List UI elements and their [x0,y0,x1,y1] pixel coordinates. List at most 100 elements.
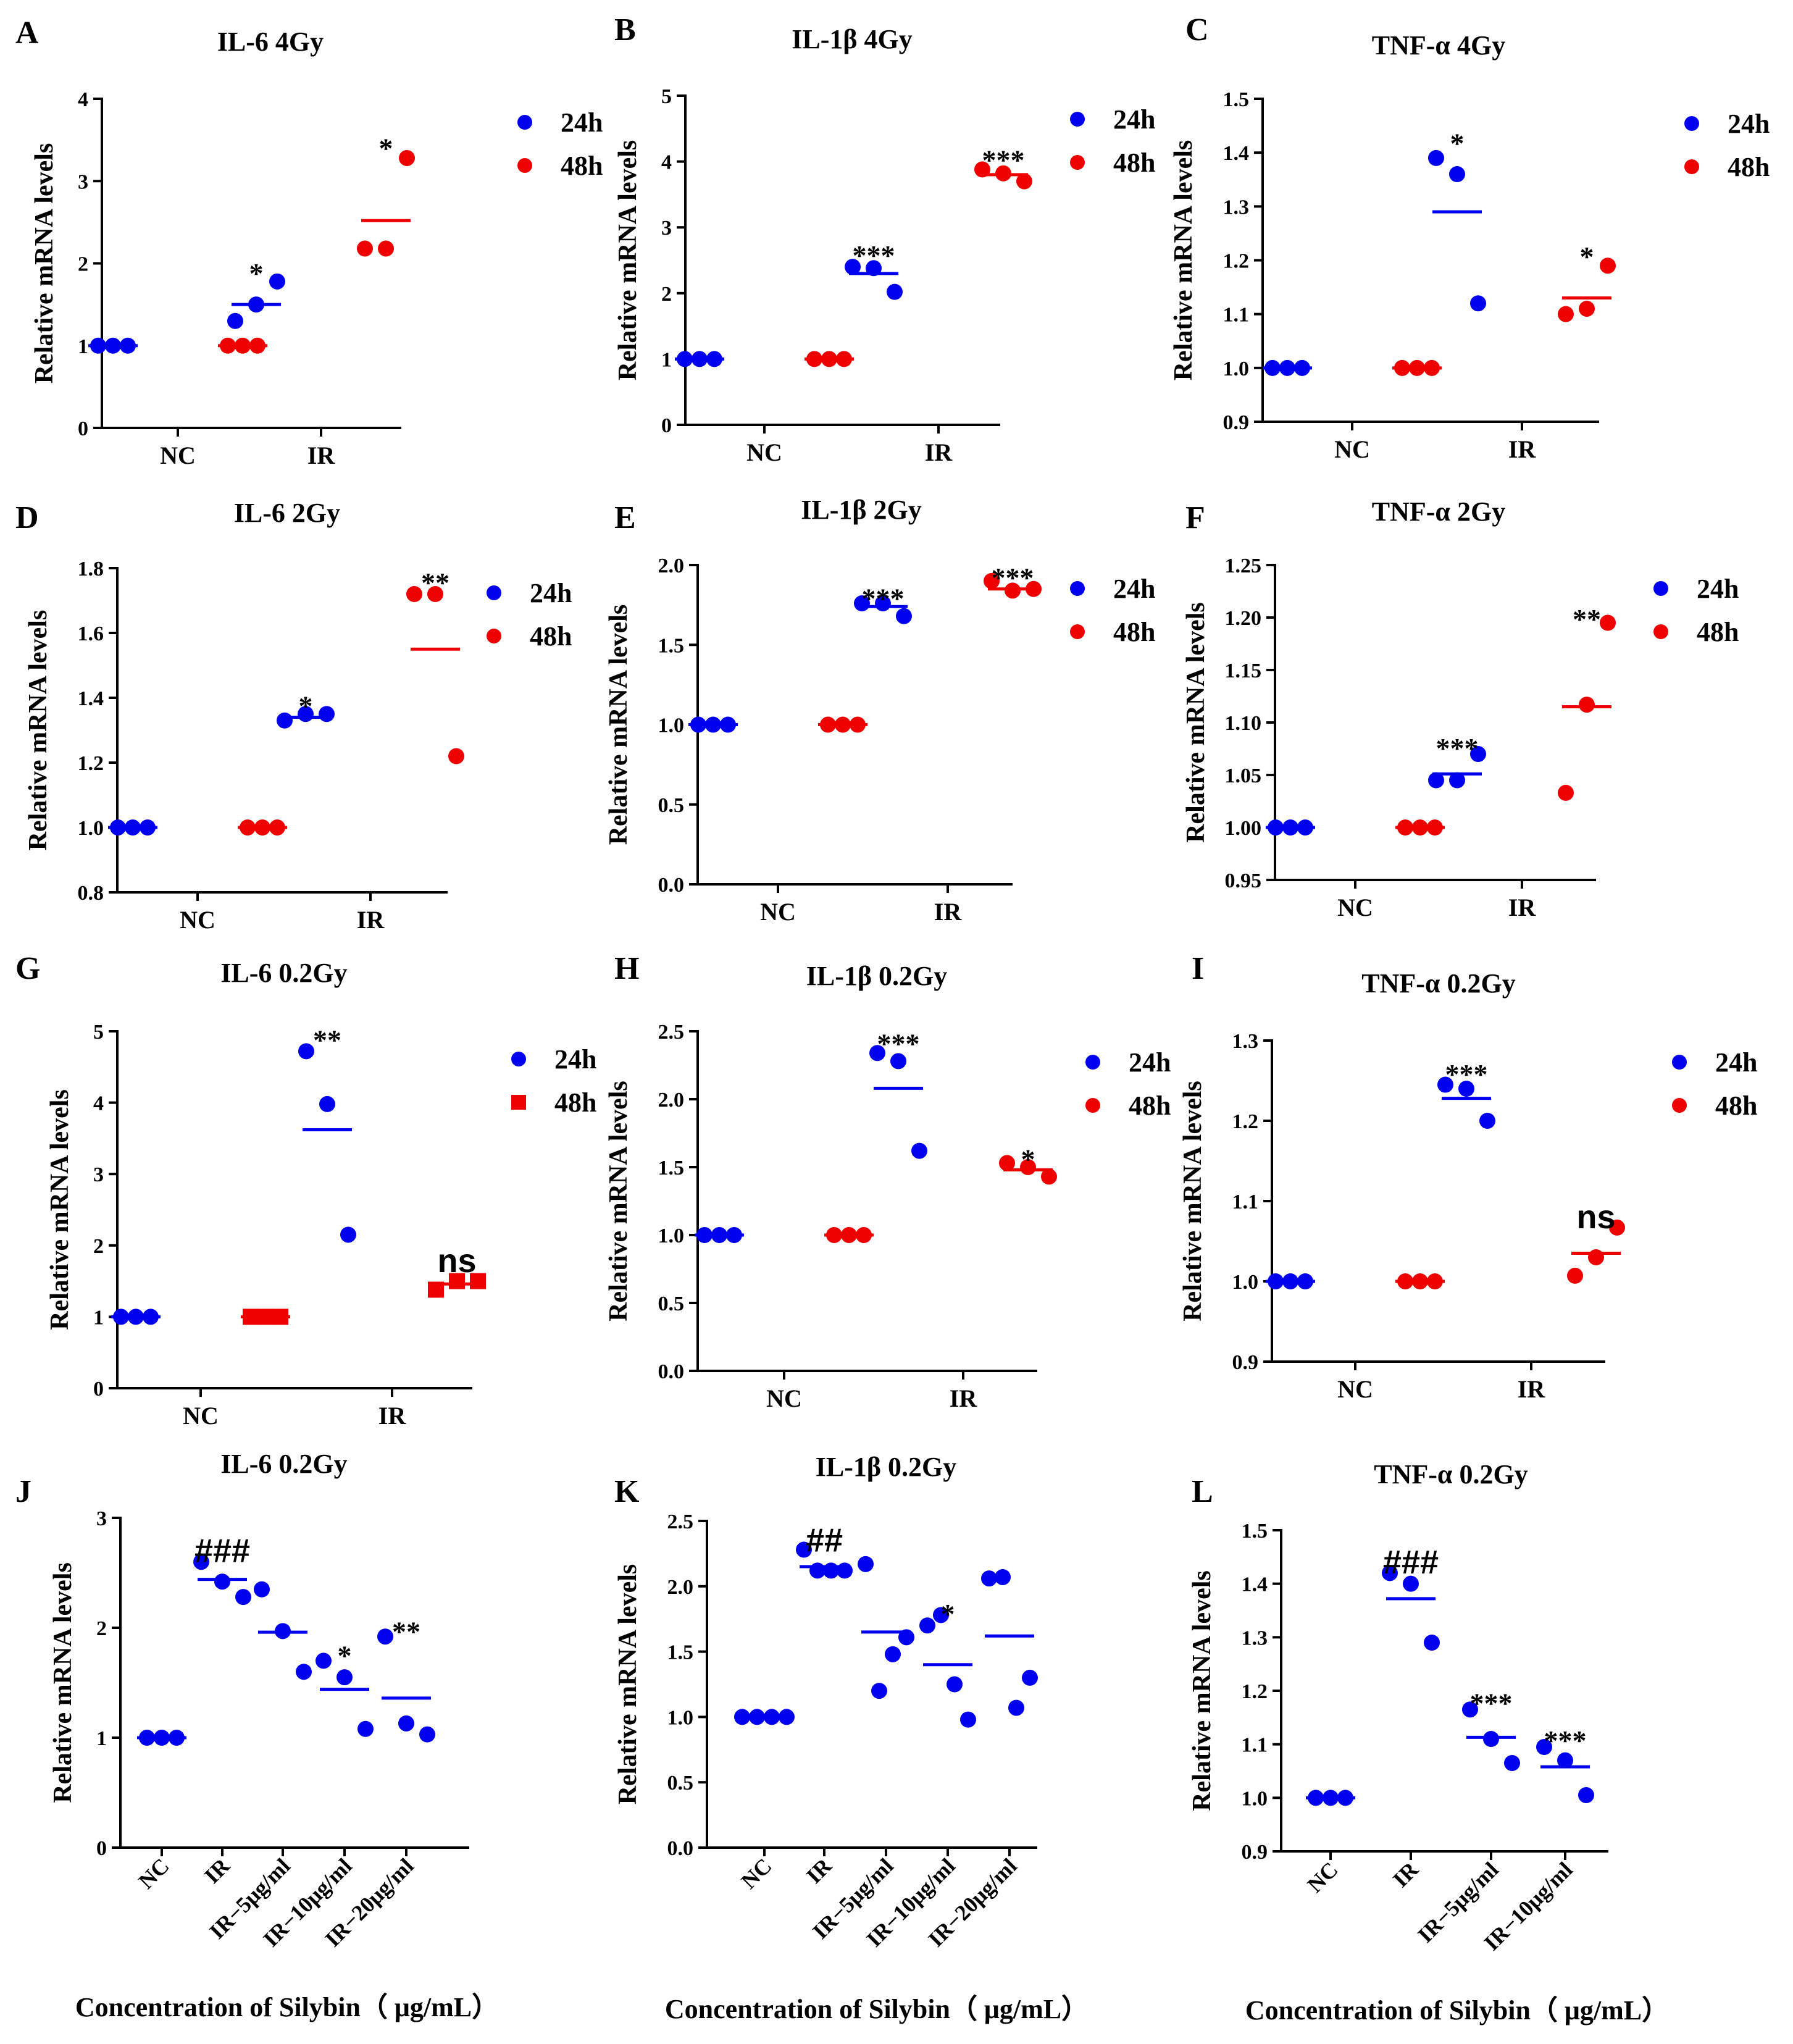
panel-d-significance: ** [421,567,449,598]
panel-f-point [1600,614,1616,631]
panel-k-point [1008,1699,1024,1716]
panel-j-point [357,1720,374,1737]
panel-g-point [298,1043,314,1060]
panel-i-significance: *** [1445,1058,1488,1090]
panel-a-ytick-label: 1 [78,335,88,358]
panel-e-legend-label: 48h [1113,617,1155,647]
panel-d-point [448,748,464,764]
panel-e-legend-marker [1070,624,1085,639]
panel-a-ytick-label: 0 [78,417,88,440]
panel-d-title: IL-6 2Gy [234,498,340,528]
panel-i-point [1588,1249,1604,1265]
panel-f-point [1579,697,1595,713]
panel-d-ytick-label: 0.8 [78,882,104,905]
panel-c-point [1449,166,1465,183]
panel-e-title: IL-1β 2Gy [801,495,922,525]
panel-a-significance: * [249,258,264,289]
panel-a-xtick-label: IR [307,442,336,469]
panel-b-ytick-label: 2 [661,283,672,306]
panel-b-point [887,283,903,300]
panel-e-ytick-label: 1.5 [658,634,685,657]
panel-k-significance: ## [806,1522,843,1559]
panel-g-xtick-label: IR [378,1402,407,1430]
panel-l-significance: ### [1383,1544,1439,1581]
panel-a-xtick-label: NC [160,442,196,469]
panel-l-point [1382,1565,1398,1581]
panel-d-ytick-label: 1.4 [78,687,104,710]
panel-i-point [1458,1081,1474,1097]
panel-c-point [1470,295,1486,312]
panel-f-point [1470,746,1486,762]
panel-h-ytick-label: 1.5 [658,1157,685,1179]
panel-l-point [1536,1739,1552,1755]
panel-k-ytick-label: 2.0 [667,1576,694,1599]
panel-f-ytick-label: 1.10 [1225,712,1262,735]
panel-a-legend-label: 48h [561,151,603,181]
panel-h-title: IL-1β 0.2Gy [806,961,948,991]
panel-k-xlabel: Concentration of Silybin（ μg/mL） [665,1994,1089,2024]
panel-c-legend-label: 24h [1728,109,1770,139]
panel-g-ylabel: Relative mRNA levels [46,1089,74,1330]
panel-c-ytick-label: 1.5 [1223,88,1250,111]
panel-h-letter: H [614,951,639,986]
panel-l-point [1483,1731,1499,1747]
panel-g-point [340,1226,356,1243]
panel-l-ylabel: Relative mRNA levels [1188,1570,1216,1811]
panel-e-xtick-label: NC [760,898,796,926]
panel-b-significance: *** [982,144,1025,175]
panel-h-legend-label: 24h [1129,1047,1171,1078]
panel-k-significance: * [941,1598,955,1630]
panel-l-xlabel: Concentration of Silybin（ μg/mL） [1245,1995,1669,2025]
panel-a-ytick-label: 2 [78,253,88,276]
panel-j-ytick-label: 1 [96,1727,107,1750]
panel-f-xtick-label: NC [1337,894,1373,921]
panel-g-point [449,1273,465,1289]
panel-b-xtick-label: NC [746,438,782,466]
panel-k-point [871,1683,887,1699]
panel-j-xlabel: Concentration of Silybin（ μg/mL） [75,1992,499,2022]
panel-h-ytick-label: 0.5 [658,1292,685,1315]
panel-b-legend-marker [1070,112,1085,127]
panel-j-point [214,1573,230,1590]
panel-f-point [1449,772,1465,789]
panel-l-point [1403,1575,1419,1592]
panel-c-legend-marker [1684,116,1699,131]
panel-c-xtick-label: IR [1508,435,1537,463]
panel-d-legend-label: 24h [530,578,572,608]
panel-i-ytick-label: 1.0 [1232,1271,1259,1294]
panel-k-title: IL-1β 0.2Gy [816,1452,957,1482]
panel-h-legend-marker [1085,1055,1100,1070]
panel-c-legend-label: 48h [1728,152,1770,182]
panel-c-ytick-label: 1.2 [1223,250,1250,273]
panel-i-point [1437,1076,1453,1093]
panel-c-ytick-label: 1.1 [1223,304,1250,327]
panel-g-point [470,1273,486,1289]
panel-e-point [1005,582,1021,599]
panel-f-ylabel: Relative mRNA levels [1182,602,1210,843]
panel-d-legend-marker [487,629,501,643]
panel-f-letter: F [1185,500,1205,535]
panel-e-xtick-label: IR [934,898,963,926]
panel-k-ytick-label: 0.5 [667,1772,694,1795]
panel-l-ytick-label: 1.0 [1242,1787,1268,1810]
panel-i-legend-marker [1672,1098,1687,1113]
panel-j-ytick-label: 3 [96,1507,107,1530]
panel-h-xtick-label: IR [950,1384,978,1412]
panel-d-point [277,712,293,729]
panel-i-point [1609,1219,1625,1236]
panel-c-point [1558,306,1574,322]
panel-c-point [1600,258,1616,274]
panel-d-point [406,586,422,602]
panel-e-ytick-label: 0.5 [658,794,685,817]
panel-k-letter: K [614,1474,640,1509]
panel-a-point [227,312,243,329]
panel-b-ytick-label: 1 [661,348,672,371]
panel-c-point [1579,300,1595,317]
panel-a-significance: * [379,132,393,164]
panel-a-letter: A [15,15,39,51]
panel-d-ytick-label: 1.8 [78,558,104,580]
panel-i-ytick-label: 0.9 [1232,1351,1259,1374]
panel-h-point [999,1155,1015,1171]
panel-j-point [398,1715,414,1732]
panel-l-letter: L [1192,1474,1213,1509]
